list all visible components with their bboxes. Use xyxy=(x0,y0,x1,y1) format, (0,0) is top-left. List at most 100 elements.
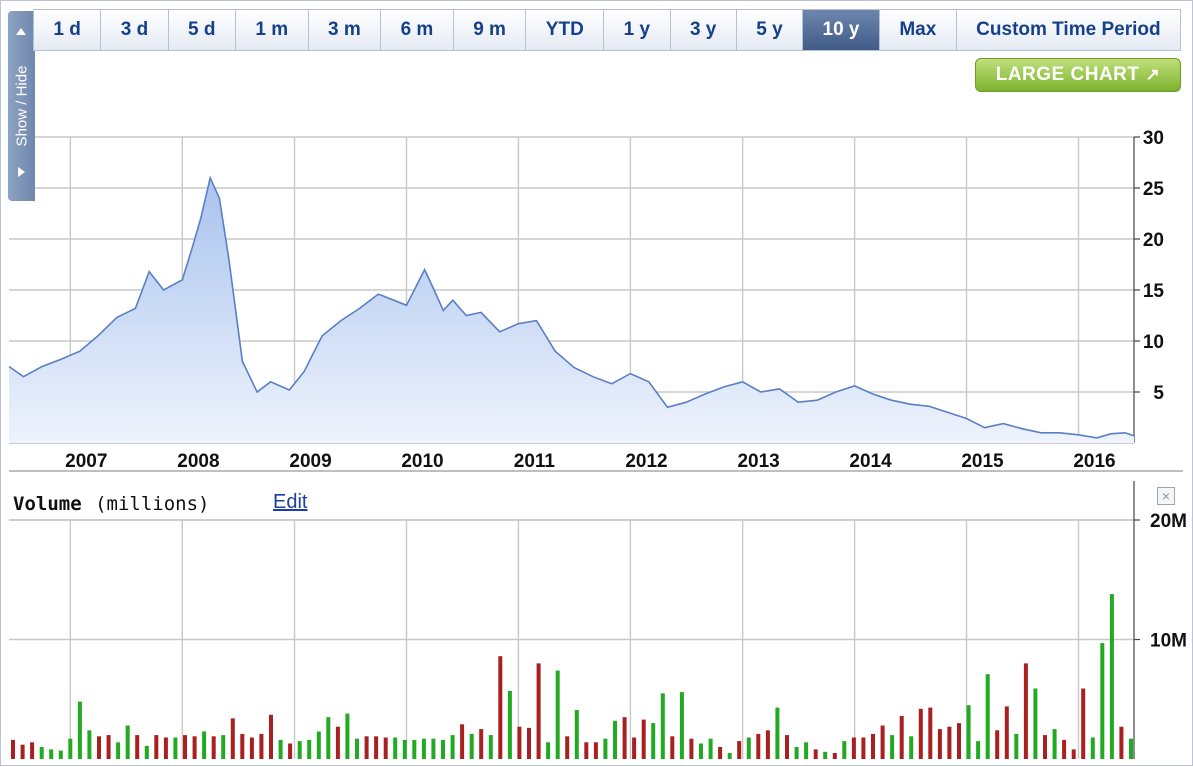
volume-bar xyxy=(125,725,130,759)
volume-bar xyxy=(1033,688,1038,759)
volume-bar xyxy=(603,738,608,759)
volume-bar xyxy=(355,738,359,759)
volume-bar xyxy=(183,735,187,759)
volume-bar xyxy=(87,730,92,759)
show-hide-toggle[interactable]: Show / Hide xyxy=(8,11,35,201)
volume-bar xyxy=(765,730,770,759)
volume-bar xyxy=(1014,733,1019,759)
tab-5-d[interactable]: 5 d xyxy=(169,10,236,50)
edit-volume-link[interactable]: Edit xyxy=(273,491,308,513)
volume-bar xyxy=(718,747,723,759)
volume-bar xyxy=(135,735,140,759)
volume-bar xyxy=(1004,706,1009,759)
volume-bar xyxy=(832,753,837,759)
volume-bar xyxy=(288,743,293,759)
tab-custom-time-period[interactable]: Custom Time Period xyxy=(976,19,1161,40)
volume-bar xyxy=(1052,729,1057,759)
volume-bar xyxy=(880,725,885,759)
volume-bar xyxy=(1090,737,1095,759)
volume-title: Volume (millions) xyxy=(13,493,209,515)
volume-bar xyxy=(269,714,273,759)
volume-axis: 10M 20M xyxy=(1134,511,1187,652)
external-arrow-icon: ↗ xyxy=(1145,65,1161,84)
volume-bar xyxy=(995,730,1000,759)
volume-bar xyxy=(1081,688,1086,759)
tab-5-y[interactable]: 5 y xyxy=(737,10,804,50)
year-label: 2016 xyxy=(1073,451,1115,472)
volume-bar xyxy=(957,723,961,759)
tab-1-m[interactable]: 1 m xyxy=(236,10,309,50)
volume-bar xyxy=(221,735,226,759)
year-axis: 2007 2008 2009 2010 2011 2012 2013 2014 2015 2016 xyxy=(65,451,1115,472)
volume-bar xyxy=(431,738,436,759)
volume-bars xyxy=(11,594,1133,759)
tab-3-d[interactable]: 3 d xyxy=(101,10,169,50)
volume-bar xyxy=(488,735,493,759)
volume-bar xyxy=(335,726,340,759)
tab-3-m[interactable]: 3 m xyxy=(309,10,382,50)
volume-bar xyxy=(574,710,579,759)
volume-bar xyxy=(412,739,417,759)
volume-axis-label: 20M xyxy=(1150,511,1187,532)
tab-max[interactable]: Max xyxy=(880,10,957,50)
volume-bar xyxy=(1129,738,1133,759)
volume-bar xyxy=(30,742,35,759)
volume-bar xyxy=(421,738,426,759)
price-axis-label: 25 xyxy=(1143,179,1165,200)
volume-bar xyxy=(727,753,732,759)
volume-bar xyxy=(937,729,942,759)
volume-bar xyxy=(393,737,398,759)
volume-bar xyxy=(555,670,560,759)
volume-bar xyxy=(469,733,474,759)
volume-bar xyxy=(622,717,627,759)
volume-bar xyxy=(11,739,15,759)
year-label: 2009 xyxy=(289,451,331,472)
volume-bar xyxy=(785,735,789,759)
volume-bar xyxy=(1023,663,1028,759)
tab-3-y[interactable]: 3 y xyxy=(671,10,737,50)
volume-bar xyxy=(1109,594,1114,759)
volume-bar xyxy=(307,739,312,759)
volume-bar xyxy=(1100,643,1105,759)
volume-bar xyxy=(1071,749,1076,759)
volume-bar xyxy=(584,742,589,759)
volume-bar xyxy=(851,737,856,759)
volume-title-text: Volume xyxy=(13,493,82,515)
tab-ytd[interactable]: YTD xyxy=(526,10,605,50)
year-label: 2015 xyxy=(961,451,1004,472)
volume-bar xyxy=(106,735,111,759)
volume-bar xyxy=(985,674,990,759)
volume-bar xyxy=(546,742,551,759)
arrow-up-icon xyxy=(16,28,26,35)
tab-9-m[interactable]: 9 m xyxy=(454,10,527,50)
volume-bar xyxy=(909,736,914,759)
volume-bar xyxy=(928,707,933,759)
tab-6-m[interactable]: 6 m xyxy=(381,10,454,50)
volume-bar xyxy=(259,733,264,759)
volume-grid xyxy=(9,481,1135,759)
volume-bar xyxy=(39,747,44,759)
volume-bar xyxy=(383,737,388,759)
volume-bar xyxy=(823,751,828,759)
price-axis: 5 10 15 20 25 30 xyxy=(1134,128,1164,404)
volume-bar xyxy=(479,729,484,759)
arrow-right-icon xyxy=(18,167,25,177)
volume-axis-label: 10M xyxy=(1150,631,1187,652)
tab-1-d[interactable]: 1 d xyxy=(34,10,102,50)
large-chart-label: LARGE CHART xyxy=(995,64,1140,85)
volume-bar xyxy=(632,737,637,759)
tab-1-y[interactable]: 1 y xyxy=(604,10,671,50)
volume-bar xyxy=(813,749,818,759)
large-chart-button[interactable]: LARGE CHART ↗ xyxy=(975,58,1181,92)
close-volume-icon[interactable]: × xyxy=(1157,487,1175,505)
year-label: 2007 xyxy=(65,451,107,472)
volume-bar xyxy=(613,720,617,759)
volume-bar xyxy=(297,741,302,759)
tab-10-y[interactable]: 10 y xyxy=(803,10,880,50)
volume-bar xyxy=(708,738,713,759)
price-axis-label: 30 xyxy=(1143,128,1164,149)
volume-unit: (millions) xyxy=(95,493,210,515)
volume-bar xyxy=(316,731,321,759)
